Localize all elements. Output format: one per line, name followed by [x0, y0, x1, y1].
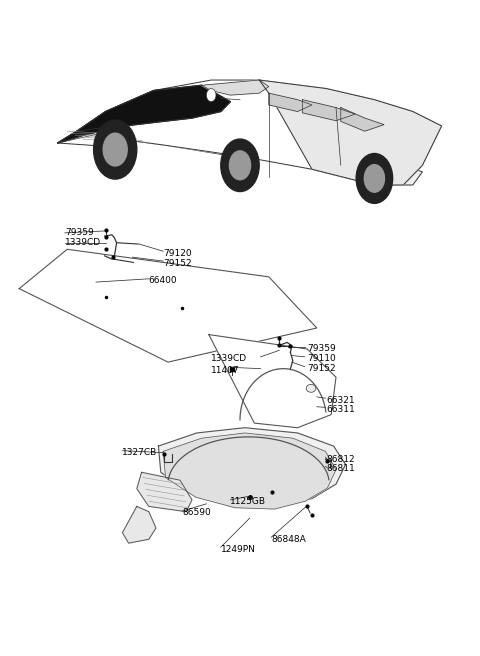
Circle shape — [356, 154, 393, 203]
Polygon shape — [137, 472, 192, 512]
Polygon shape — [58, 80, 442, 185]
Ellipse shape — [306, 384, 316, 392]
Text: 1339CD: 1339CD — [211, 354, 247, 363]
Text: 79120: 79120 — [163, 249, 192, 258]
Polygon shape — [134, 141, 422, 185]
Text: 86848A: 86848A — [271, 535, 306, 544]
Polygon shape — [269, 93, 312, 112]
Polygon shape — [158, 428, 346, 506]
Polygon shape — [259, 80, 442, 185]
Text: 79359: 79359 — [65, 228, 94, 237]
Polygon shape — [19, 249, 317, 362]
Polygon shape — [163, 433, 336, 509]
Circle shape — [206, 89, 216, 102]
Polygon shape — [58, 85, 230, 143]
Text: 79152: 79152 — [163, 258, 192, 268]
Circle shape — [221, 139, 259, 192]
Text: 86812: 86812 — [326, 455, 355, 464]
Text: 86811: 86811 — [326, 464, 355, 473]
Text: 1249PN: 1249PN — [221, 544, 256, 554]
Text: 66321: 66321 — [326, 396, 355, 405]
Text: 79359: 79359 — [307, 344, 336, 354]
Polygon shape — [122, 506, 156, 543]
Polygon shape — [302, 100, 355, 121]
Circle shape — [229, 151, 251, 180]
Text: 11407: 11407 — [211, 366, 240, 375]
Text: 66311: 66311 — [326, 405, 355, 414]
Polygon shape — [202, 80, 269, 95]
Text: 1125GB: 1125GB — [230, 497, 266, 506]
Circle shape — [94, 120, 137, 179]
Text: 86590: 86590 — [182, 508, 211, 518]
Circle shape — [364, 165, 384, 192]
Text: 1339CD: 1339CD — [65, 238, 101, 247]
Circle shape — [103, 133, 127, 166]
Text: 1327CB: 1327CB — [122, 448, 157, 457]
Text: 66400: 66400 — [149, 276, 178, 285]
Polygon shape — [341, 108, 384, 131]
Polygon shape — [209, 335, 336, 428]
Text: 79152: 79152 — [307, 364, 336, 373]
Text: 79110: 79110 — [307, 354, 336, 363]
